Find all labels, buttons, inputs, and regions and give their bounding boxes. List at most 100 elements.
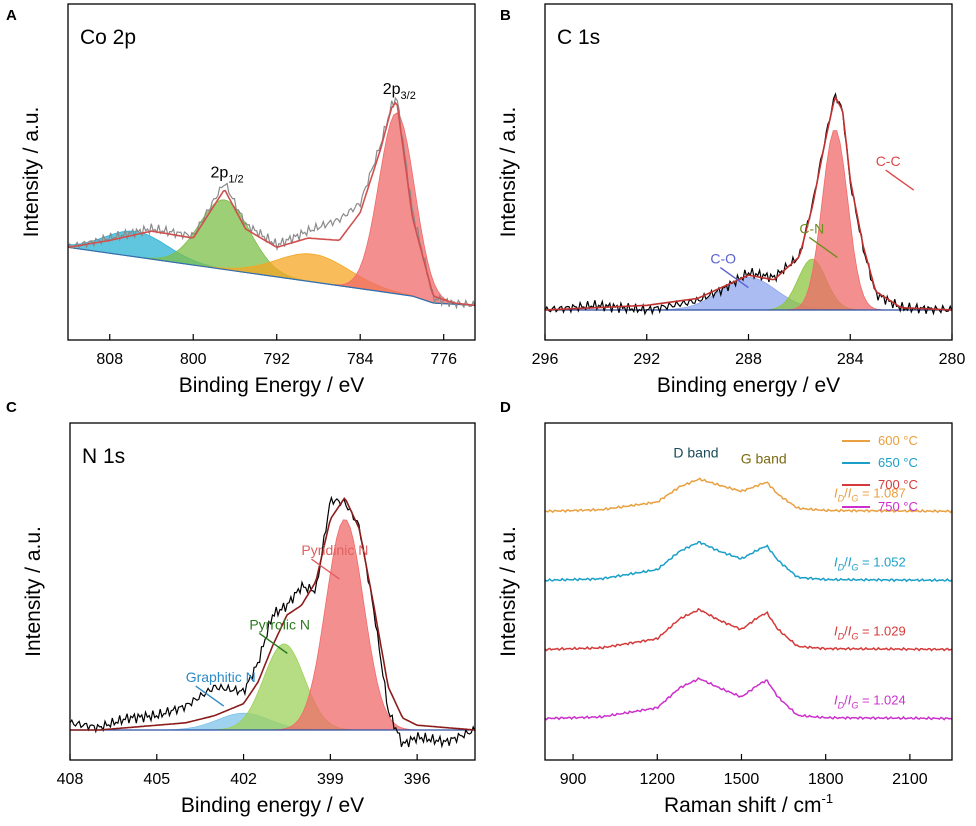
panel-title: C 1s	[557, 26, 600, 49]
ratio-part: I	[848, 555, 852, 570]
ratio-part: G	[851, 493, 858, 503]
band-label: D band	[673, 445, 718, 461]
plot-frame	[67, 3, 476, 341]
panel-letter: C	[6, 399, 17, 416]
x-tick-label: 280	[939, 351, 966, 368]
peak-label-base: 2p	[211, 165, 229, 182]
x-tick-label: 1800	[808, 771, 844, 788]
x-tick-label: 784	[347, 351, 374, 368]
component-label: Pyrrolic N	[249, 616, 310, 632]
x-tick-label: 408	[57, 771, 84, 788]
legend-label: 650 °C	[878, 455, 918, 470]
x-tick-label: 1200	[639, 771, 675, 788]
band-label: G band	[741, 451, 787, 467]
peak-label-sub: 1/2	[228, 174, 243, 186]
plot-area	[545, 477, 952, 721]
x-tick-label: 292	[633, 351, 660, 368]
x-tick-label: 396	[404, 771, 431, 788]
label-arrow	[311, 558, 340, 580]
envelope-line	[70, 497, 475, 731]
envelope-line	[545, 95, 952, 311]
intensity-ratio-label: ID/IG = 1.052	[834, 555, 906, 573]
label-arrow	[195, 685, 225, 707]
x-tick-label: 288	[735, 351, 762, 368]
peak-label-sub: 3/2	[401, 90, 416, 102]
plot-frame	[544, 422, 953, 761]
x-axis-label: Binding Energy / eV	[179, 374, 365, 397]
ratio-part: G	[851, 632, 858, 642]
panel-b: B C-C C-N C-O 296 292 288 284 280 Binding energy …	[497, 3, 966, 397]
x-axis-label: Binding energy / eV	[657, 374, 840, 397]
plot-area	[545, 92, 952, 316]
intensity-ratio-label: ID/IG = 1.024	[834, 693, 906, 711]
plot-area	[70, 495, 475, 749]
component-label: Graphitic N	[186, 669, 256, 685]
legend-label: 600 °C	[878, 433, 918, 448]
y-axis-label: Intensity / a.u.	[20, 107, 43, 238]
background-line	[68, 246, 475, 306]
raman-spectrum-700	[545, 607, 952, 652]
legend-label: 750 °C	[878, 499, 918, 514]
x-tick-label: 808	[96, 351, 123, 368]
x-tick-label: 792	[263, 351, 290, 368]
label-arrow	[258, 632, 288, 654]
ratio-part: I	[848, 624, 852, 639]
ratio-part: = 1.024	[858, 693, 905, 708]
y-axis-label: Intensity / a.u.	[22, 526, 45, 657]
ratio-part: I	[834, 693, 838, 708]
ratio-part: I	[848, 693, 852, 708]
ratio-part: /	[844, 485, 848, 500]
panel-letter: D	[500, 399, 511, 416]
ratio-part: = 1.087	[858, 485, 905, 500]
raman-spectrum-600	[545, 477, 952, 514]
x-tick-label: 405	[143, 771, 170, 788]
label-arrow	[885, 169, 915, 191]
intensity-ratio-label: ID/IG = 1.029	[834, 624, 906, 642]
ratio-part: D	[838, 632, 845, 642]
plot-frame	[69, 422, 476, 761]
intensity-ratio-label: ID/IG = 1.087	[834, 485, 906, 503]
ratio-part: /	[844, 555, 848, 570]
peak-label: 2p3/2	[383, 81, 416, 102]
label-arrow	[719, 267, 749, 289]
envelope-line	[68, 101, 475, 307]
label-arrow	[808, 236, 838, 258]
x-tick-label: 402	[230, 771, 257, 788]
y-axis-label: Intensity / a.u.	[497, 107, 520, 238]
ratio-part: /	[844, 624, 848, 639]
ratio-part: D	[838, 701, 845, 711]
ratio-part: I	[834, 485, 838, 500]
component-label: Pyridinic N	[301, 542, 368, 558]
x-tick-label: 900	[560, 771, 587, 788]
panel-letter: B	[500, 7, 511, 24]
x-axis-label: Binding energy / eV	[181, 794, 364, 817]
ratio-part: G	[851, 563, 858, 573]
x-tick-label: 800	[180, 351, 207, 368]
x-axis-label: Raman shift / cm-1	[664, 791, 833, 817]
ratio-part: G	[851, 701, 858, 711]
x-tick-label: 776	[430, 351, 457, 368]
x-tick-label: 2100	[892, 771, 928, 788]
legend-label: 700 °C	[878, 477, 918, 492]
raman-spectrum-750	[545, 676, 952, 721]
ratio-part: D	[838, 563, 845, 573]
panel-title: Co 2p	[80, 26, 136, 49]
x-tick-label: 296	[532, 351, 559, 368]
component-label: C-N	[799, 220, 824, 236]
ratio-part: = 1.029	[858, 624, 905, 639]
x-tick-label: 1500	[724, 771, 760, 788]
plot-area	[68, 96, 475, 310]
component-label: C-C	[876, 153, 901, 169]
x-tick-label: 399	[317, 771, 344, 788]
ratio-part: = 1.052	[858, 555, 905, 570]
experimental-line	[70, 495, 475, 749]
ratio-part: /	[844, 693, 848, 708]
raman-spectrum-650	[545, 540, 952, 583]
x-tick-label: 284	[837, 351, 864, 368]
ratio-part: I	[834, 555, 838, 570]
ratio-part: D	[838, 493, 845, 503]
panel-c: C Pyridinic N Pyrrolic N Graphitic N 408 405 4…	[6, 399, 476, 817]
